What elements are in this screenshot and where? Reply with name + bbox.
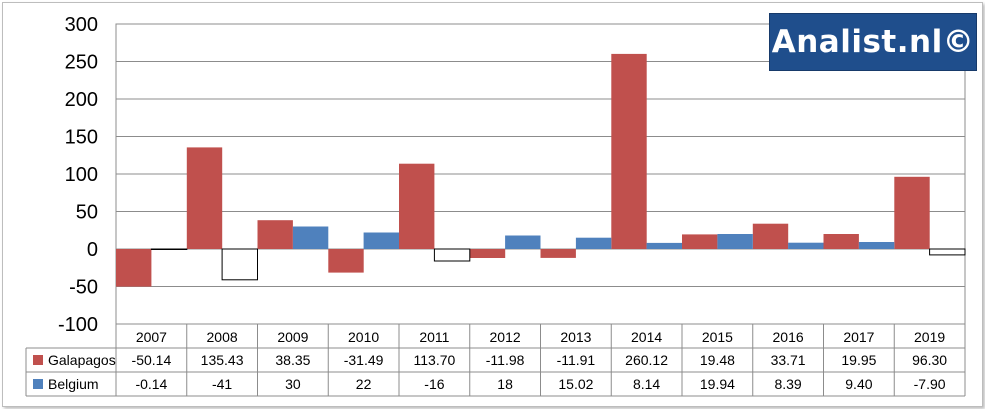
y-tick-label: 150: [65, 127, 98, 149]
x-tick-label: 2010: [348, 329, 379, 345]
bar-belgium: [646, 242, 682, 249]
y-tick-label: 0: [87, 239, 98, 261]
bar-belgium: [788, 242, 824, 249]
data-label: 18: [497, 376, 513, 392]
y-tick-label: 300: [65, 14, 98, 36]
bar-galapagos: [328, 249, 364, 273]
x-tick-label: 2008: [207, 329, 238, 345]
bar-belgium: [575, 237, 612, 249]
bar-belgium: [858, 242, 895, 249]
data-label: -16: [424, 376, 444, 392]
legend-swatch-belgium: [33, 379, 43, 389]
data-label: 19.48: [700, 352, 735, 368]
x-tick-label: 2012: [490, 329, 521, 345]
bar-galapagos: [469, 249, 506, 258]
bar-galapagos: [186, 147, 223, 249]
legend-label-belgium: Belgium: [48, 376, 99, 392]
y-tick-label: 50: [76, 202, 98, 224]
data-label: 15.02: [558, 376, 593, 392]
data-label: 8.39: [774, 376, 801, 392]
x-tick-label: 2009: [277, 329, 308, 345]
data-label: -50.14: [132, 352, 172, 368]
data-label: 260.12: [625, 352, 668, 368]
bar-belgium: [929, 248, 966, 256]
data-label: 8.14: [633, 376, 660, 392]
analist-logo: Analist.nl©: [769, 13, 977, 71]
data-label: 33.71: [771, 352, 806, 368]
bar-galapagos: [257, 220, 293, 249]
bar-galapagos: [116, 249, 152, 287]
data-label: 22: [356, 376, 372, 392]
bar-belgium: [150, 248, 188, 250]
bar-galapagos: [752, 223, 789, 249]
x-tick-label: 2011: [419, 329, 449, 345]
x-tick-label: 2013: [560, 329, 591, 345]
legend-label-galapagos: Galapagos: [48, 352, 116, 368]
data-label: -7.90: [914, 376, 946, 392]
data-label: 38.35: [275, 352, 310, 368]
data-label: 135.43: [201, 352, 244, 368]
legend-swatch-galapagos: [33, 355, 43, 365]
bar-belgium: [433, 248, 471, 262]
bar-belgium: [292, 226, 329, 249]
y-tick-label: -50: [69, 277, 98, 299]
x-tick-label: 2019: [914, 329, 945, 345]
data-label: 19.95: [841, 352, 876, 368]
bar-belgium: [221, 248, 259, 281]
data-label: -0.14: [135, 376, 167, 392]
x-tick-label: 2015: [702, 329, 733, 345]
bar-galapagos: [894, 176, 930, 249]
bar-galapagos: [682, 234, 718, 249]
bar-galapagos: [823, 234, 859, 249]
x-tick-label: 2007: [136, 329, 167, 345]
bar-chart: -100 -50 0 50 100 150 200 250 300 2007 2008 2009 201…: [25, 14, 966, 397]
data-label: 19.94: [700, 376, 735, 392]
data-label: 113.70: [414, 352, 456, 368]
y-tick-label: 250: [65, 52, 98, 74]
y-tick-label: -100: [58, 314, 98, 336]
bar-belgium: [505, 235, 541, 249]
data-label: 9.40: [845, 376, 872, 392]
bar-belgium: [363, 232, 399, 249]
y-tick-label: 200: [65, 89, 98, 111]
data-label: -11.98: [486, 352, 525, 368]
y-tick-label: 100: [65, 164, 98, 186]
x-tick-label: 2014: [631, 329, 662, 345]
data-label: -11.91: [557, 352, 596, 368]
data-label: -31.49: [344, 352, 384, 368]
bar-belgium: [717, 234, 753, 249]
data-label: 96.30: [912, 352, 947, 368]
bar-galapagos: [540, 249, 576, 258]
x-tick-label: 2016: [773, 329, 804, 345]
bar-galapagos: [611, 53, 647, 250]
data-label: 30: [285, 376, 301, 392]
logo-text: Analist.nl©: [771, 24, 975, 60]
bar-galapagos: [399, 163, 435, 249]
x-tick-label: 2017: [843, 329, 874, 345]
data-label: -41: [212, 376, 232, 392]
